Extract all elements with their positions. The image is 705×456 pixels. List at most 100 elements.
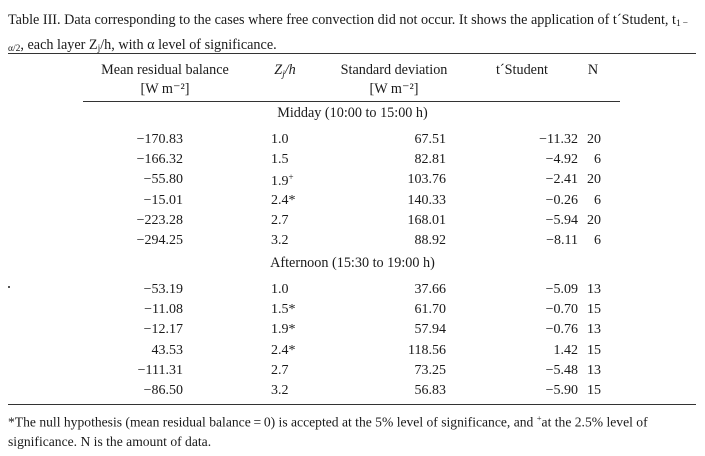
footnote-mark: + — [536, 413, 542, 423]
cell-mean-value: −11.08 — [144, 302, 183, 318]
cell-mean: −53.19 — [144, 282, 183, 298]
cell-n-value: 6 — [594, 192, 601, 208]
cell-n: 13 — [587, 322, 601, 338]
cell-t-student: 1.42 — [554, 343, 579, 359]
caption-suffix: , each layer Z — [20, 37, 98, 53]
cell-t-student: −5.09 — [546, 282, 578, 298]
cell-sd: 37.66 — [415, 282, 447, 298]
cell-n-value: 13 — [587, 322, 601, 338]
cell-t-student-value: 1.42 — [553, 342, 579, 358]
cell-t-student: −8.11 — [546, 233, 578, 249]
cell-n: 6 — [594, 152, 601, 168]
cell-mean-value: −111.31 — [137, 362, 183, 378]
cell-t-student: −5.90 — [546, 383, 578, 399]
cell-mean-value: 43.53 — [151, 342, 184, 358]
cell-mean: −166.32 — [137, 152, 183, 168]
cell-t-student: −0.70 — [546, 302, 578, 318]
cell-sd: 103.76 — [408, 172, 447, 188]
cell-n-value: 15 — [587, 302, 601, 318]
cell-mean: −111.31 — [138, 363, 183, 379]
cell-sd-value: 67.51 — [414, 132, 447, 147]
cell-n: 6 — [594, 193, 601, 209]
cell-mean-value: −86.50 — [143, 383, 183, 398]
cell-zj: 1.5* — [271, 302, 296, 318]
cell-t-student: −4.92 — [546, 152, 578, 168]
footnote: *The null hypothesis (mean residual bala… — [8, 409, 700, 451]
cell-t-student: −2.41 — [546, 172, 578, 188]
table-caption: Table III. Data corresponding to the cas… — [8, 10, 698, 60]
cell-mean-value: −12.17 — [143, 322, 183, 338]
cell-sd-value: 103.76 — [407, 172, 447, 188]
cell-sd: 67.51 — [415, 132, 447, 148]
cell-sd: 118.56 — [408, 343, 446, 359]
cell-zj: 1.0 — [271, 282, 289, 298]
cell-sd-value: 57.94 — [414, 322, 447, 338]
cell-sd-value: 140.33 — [407, 192, 447, 208]
cell-sd: 73.25 — [415, 363, 447, 379]
cell-zj: 2.4* — [271, 343, 296, 359]
cell-mean: −223.28 — [137, 213, 183, 229]
header-rule — [83, 101, 620, 102]
cell-zj-value: 2.7 — [271, 212, 289, 228]
header-zj-sub: j — [282, 70, 285, 80]
cell-n: 20 — [587, 132, 601, 148]
header-zj-main: Z — [274, 62, 283, 78]
cell-zj: 3.2 — [271, 383, 289, 399]
cell-zj-value: 1.0 — [271, 132, 289, 147]
cell-t-student-value: −5.48 — [545, 362, 578, 378]
cell-mean: 43.53 — [152, 343, 184, 359]
header-sd-line2: [W m⁻²] — [369, 81, 419, 97]
caption-prefix: Table III. Data corresponding to the cas… — [8, 12, 676, 28]
cell-n-value: 6 — [594, 233, 601, 248]
caption-subscript: 1 − α/2 — [8, 19, 690, 54]
cell-sd-value: 37.66 — [414, 282, 447, 297]
cell-t-student: −0.76 — [546, 322, 578, 338]
cell-n: 13 — [587, 363, 601, 379]
cell-n: 15 — [587, 343, 601, 359]
significance-mark: + — [288, 172, 294, 183]
cell-zj: 2.4* — [271, 193, 296, 209]
cell-sd-value: 88.92 — [414, 233, 447, 248]
cell-sd-value: 168.01 — [407, 212, 447, 228]
cell-sd-value: 61.70 — [414, 302, 447, 318]
caption-suffix-end: /h, with α level of significance. — [100, 37, 277, 53]
cell-mean: −12.17 — [144, 322, 183, 338]
caption-suffix-subscript: j — [97, 44, 101, 54]
cell-n: 6 — [594, 233, 601, 249]
cell-mean: −11.08 — [144, 302, 183, 318]
cell-sd: 168.01 — [408, 213, 447, 229]
cell-sd: 56.83 — [415, 383, 447, 399]
cell-sd: 140.33 — [408, 193, 447, 209]
cell-n-value: 15 — [587, 383, 601, 398]
cell-zj-value: 1.5 — [271, 152, 289, 168]
cell-zj-value: 1.9 — [271, 174, 289, 190]
cell-n: 20 — [587, 172, 601, 188]
cell-zj-value: 2.4* — [271, 342, 296, 358]
header-mean: Mean residual balance [W m⁻²] — [80, 61, 250, 99]
cell-zj: 1.9* — [271, 322, 296, 338]
header-mean-line2: [W m⁻²] — [140, 81, 190, 97]
cell-zj-value: 1.9* — [271, 322, 296, 338]
cell-n-value: 20 — [587, 172, 601, 188]
cell-mean-value: −294.25 — [136, 233, 183, 248]
cell-t-student: −0.26 — [546, 193, 578, 209]
header-zj-end: /h — [284, 62, 296, 78]
cell-sd: 61.70 — [415, 302, 447, 318]
cell-mean-value: −53.19 — [143, 282, 183, 297]
cell-t-student: −5.94 — [546, 213, 578, 229]
cell-t-student: −11.32 — [539, 132, 578, 148]
cell-zj-value: 1.5* — [271, 302, 296, 318]
bottom-rule — [8, 404, 696, 405]
cell-sd-value: 56.83 — [414, 383, 447, 398]
cell-sd-value: 118.56 — [408, 342, 446, 358]
cell-zj: 2.7 — [271, 213, 289, 229]
cell-sd: 82.81 — [415, 152, 447, 168]
cell-t-student-value: −5.94 — [545, 212, 578, 228]
cell-sd: 57.94 — [415, 322, 447, 338]
cell-zj: 1.0 — [271, 132, 289, 148]
footnote-part1: *The null hypothesis (mean residual bala… — [8, 414, 537, 430]
cell-zj-value: 2.4* — [271, 192, 296, 208]
header-mean-line1: Mean residual balance — [101, 62, 229, 78]
cell-t-student-value: −5.09 — [545, 282, 578, 297]
header-n: N — [587, 62, 599, 78]
